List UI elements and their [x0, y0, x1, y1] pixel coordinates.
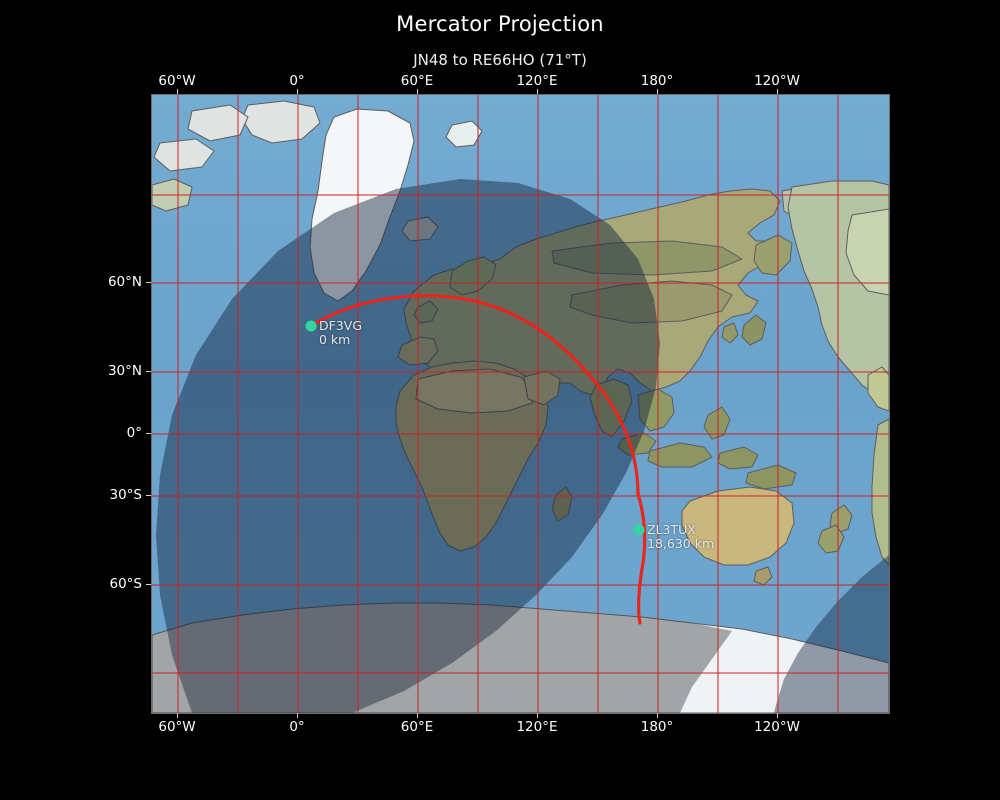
map-inner: DF3VG 0 km ZL3TUX 18,630 km: [152, 95, 889, 713]
station-callsign-zl3tux: ZL3TUX: [647, 522, 696, 537]
map-canvas[interactable]: DF3VG 0 km ZL3TUX 18,630 km: [151, 94, 890, 714]
graticule-layer: [152, 95, 889, 713]
xlabel-bottom-120e: 120°E: [516, 719, 558, 735]
ylabel-60n: 60°N: [107, 274, 142, 290]
xlabel-top-0: 0°: [289, 73, 305, 89]
great-circle-path-segment-a: [309, 294, 640, 497]
ylabel-30s: 30°S: [109, 487, 143, 503]
xlabel-top-60e: 60°E: [400, 73, 434, 89]
page-subtitle: JN48 to RE66HO (71°T): [413, 51, 587, 69]
station-distance-df3vg: 0 km: [319, 332, 351, 347]
tick-left-60s: [146, 584, 151, 585]
ylabel-30n: 30°N: [107, 363, 142, 379]
xlabel-bottom-60w: 60°W: [158, 719, 196, 735]
world-map-svg: [152, 95, 889, 713]
xlabel-bottom-180: 180°: [640, 719, 674, 735]
tick-bottom-120w: [777, 713, 778, 718]
xlabel-top-120w: 120°W: [754, 73, 800, 89]
tick-left-30s: [146, 495, 151, 496]
station-label-zl3tux: ZL3TUX 18,630 km: [647, 523, 714, 551]
tick-bottom-120e: [537, 713, 538, 718]
tick-bottom-0: [297, 713, 298, 718]
tick-left-0: [146, 433, 151, 434]
station-label-df3vg: DF3VG 0 km: [319, 319, 362, 347]
tick-top-120w: [777, 89, 778, 94]
tick-left-30n: [146, 371, 151, 372]
tick-top-180: [657, 89, 658, 94]
page-title: Mercator Projection: [396, 12, 604, 36]
night-shading-region: [152, 179, 660, 713]
xlabel-top-120e: 120°E: [516, 73, 558, 89]
tick-bottom-60w: [177, 713, 178, 718]
station-callsign-df3vg: DF3VG: [319, 318, 363, 333]
xlabel-bottom-0: 0°: [289, 719, 305, 735]
station-distance-zl3tux: 18,630 km: [647, 536, 715, 551]
tick-bottom-60e: [417, 713, 418, 718]
ylabel-0: 0°: [126, 425, 142, 441]
polar-night-shading: [152, 603, 732, 713]
xlabel-bottom-60e: 60°E: [400, 719, 434, 735]
xlabel-bottom-120w: 120°W: [754, 719, 800, 735]
tick-left-60n: [146, 282, 151, 283]
tick-bottom-180: [657, 713, 658, 718]
xlabel-top-180: 180°: [640, 73, 674, 89]
great-circle-path-segment-b: [636, 492, 647, 625]
tick-top-120e: [537, 89, 538, 94]
tick-top-0: [297, 89, 298, 94]
station-marker-df3vg[interactable]: [305, 320, 317, 332]
xlabel-top-60w: 60°W: [158, 73, 196, 89]
ylabel-60s: 60°S: [109, 576, 143, 592]
tick-top-60w: [177, 89, 178, 94]
station-marker-zl3tux[interactable]: [633, 524, 645, 536]
landmass-layer: [152, 100, 889, 713]
tick-top-60e: [417, 89, 418, 94]
